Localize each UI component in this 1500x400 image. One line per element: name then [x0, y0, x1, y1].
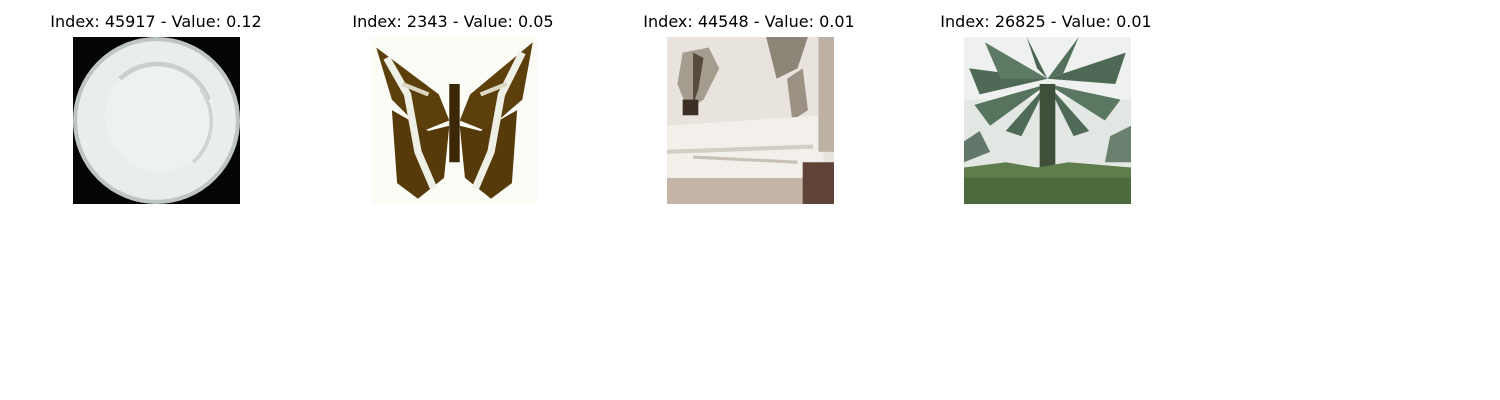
panel-3-title: Index: 44548 - Value: 0.01 — [643, 12, 855, 31]
butterfly-image — [371, 37, 538, 204]
panel-2-image — [371, 37, 538, 204]
panel-1-title: Index: 45917 - Value: 0.12 — [50, 12, 262, 31]
bedroom-image — [667, 37, 834, 204]
panel-4-title: Index: 26825 - Value: 0.01 — [940, 12, 1152, 31]
panel-3-image — [667, 37, 834, 204]
panel-1-image — [73, 37, 240, 204]
palm-tree-image — [964, 37, 1131, 204]
panel-4-image — [964, 37, 1131, 204]
plate-image — [73, 37, 240, 204]
panel-2-title: Index: 2343 - Value: 0.05 — [352, 12, 554, 31]
